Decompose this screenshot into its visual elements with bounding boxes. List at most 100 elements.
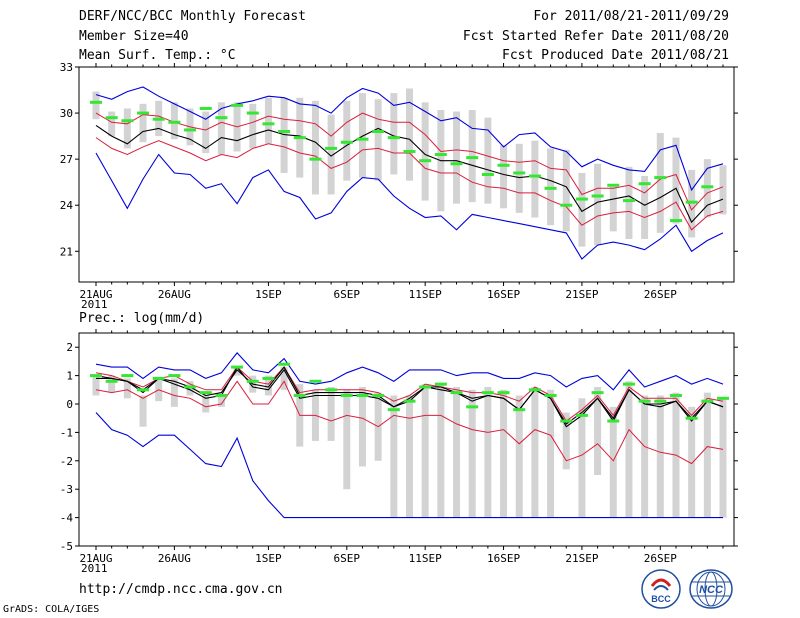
plot-area (90, 352, 729, 519)
median-marker (434, 153, 447, 157)
range-bar (390, 93, 398, 175)
median-marker (544, 186, 557, 190)
chart-title: DERF/NCC/BCC Monthly Forecast (79, 9, 306, 24)
x-tick-label: 16SEP (487, 552, 520, 565)
median-marker (340, 140, 353, 144)
median-marker (184, 128, 197, 132)
range-bar (688, 169, 696, 238)
x-tick-label: 1SEP (255, 288, 282, 301)
range-bar (547, 148, 555, 226)
x-tick-label: 21SEP (565, 288, 598, 301)
range-bar (625, 166, 633, 239)
median-marker (262, 122, 275, 126)
range-bar (562, 149, 570, 232)
median-marker (309, 157, 322, 161)
x-tick-label: 26AUG (158, 288, 191, 301)
range-bar (578, 172, 586, 247)
range-bar (656, 395, 664, 518)
y-tick-label: -5 (60, 540, 73, 553)
range-bar (108, 111, 116, 137)
range-bar (264, 375, 272, 396)
y-tick-label: 21 (60, 245, 73, 258)
x-tick-label: 21AUG (79, 552, 112, 565)
range-bar (672, 137, 680, 224)
range-bar (327, 114, 335, 195)
median-marker (90, 100, 102, 104)
median-marker (215, 116, 228, 120)
range-bar (468, 389, 476, 518)
median-marker (309, 379, 322, 383)
median-marker (121, 119, 134, 123)
median-marker (168, 374, 181, 378)
range-bar (421, 384, 429, 518)
x-tick-label: 16SEP (487, 288, 520, 301)
median-marker (215, 393, 228, 397)
median-marker (528, 388, 541, 392)
range-bar (531, 386, 539, 518)
range-bar (515, 143, 523, 213)
x-tick-label: 1SEP (255, 552, 282, 565)
x-year-label: 2011 (81, 562, 108, 575)
range-bar (547, 389, 555, 518)
bcc-logo-text: BCC (651, 594, 671, 604)
x-tick-label: 26SEP (644, 552, 677, 565)
median-marker (481, 391, 494, 395)
median-marker (685, 200, 698, 204)
range-bar (390, 395, 398, 518)
series-line-max (95, 86, 724, 192)
x-tick-label: 26SEP (644, 288, 677, 301)
x-tick-label: 21AUG (79, 288, 112, 301)
range-bar (92, 91, 100, 120)
median-marker (168, 120, 181, 124)
median-marker (356, 137, 369, 141)
median-marker (560, 419, 573, 423)
x-tick-label: 6SEP (334, 552, 361, 565)
range-bar (531, 140, 539, 218)
chart-panel-2: -5 -4 -3 -2 -1 0 1 2 21AUG 26AUG 1SEP 6SEP 11SEP 16SE… (60, 311, 738, 575)
series-line-p75 (95, 112, 724, 211)
median-marker (513, 171, 526, 175)
range-bar (92, 375, 100, 396)
y-tick-label: 24 (60, 199, 74, 212)
range-bar (233, 367, 241, 376)
range-bar (327, 386, 335, 441)
median-marker (591, 194, 604, 198)
median-marker (90, 374, 102, 378)
y-tick-label: 0 (66, 398, 73, 411)
median-marker (544, 393, 557, 397)
variable-label: Mean Surf. Temp.: °C (79, 48, 236, 63)
range-bar (656, 133, 664, 233)
range-bar (500, 389, 508, 518)
median-marker (434, 382, 447, 386)
median-marker (560, 203, 573, 207)
median-marker (137, 388, 150, 392)
range-bar (609, 186, 617, 232)
source-url[interactable]: http://cmdp.ncc.cma.gov.cn (79, 582, 283, 597)
range-bar (108, 375, 116, 393)
median-marker (231, 365, 244, 369)
range-bar (170, 102, 178, 140)
median-marker (340, 393, 353, 397)
ncc-logo-text: NCC (699, 584, 724, 596)
x-year-label: 2011 (81, 298, 108, 311)
median-marker (607, 183, 620, 187)
median-marker (105, 379, 118, 383)
y-tick-label: -2 (60, 455, 73, 468)
range-bar (468, 110, 476, 203)
range-bar (311, 100, 319, 195)
range-bar (343, 100, 351, 181)
median-marker (372, 393, 385, 397)
range-bar (123, 108, 131, 149)
range-bar (484, 117, 492, 204)
median-marker (466, 405, 479, 409)
median-marker (685, 416, 698, 420)
range-bar (123, 378, 131, 399)
median-marker (231, 103, 244, 107)
median-marker (419, 159, 432, 163)
median-marker (278, 362, 291, 366)
range-bar (719, 398, 727, 518)
median-marker (654, 399, 667, 403)
median-marker (669, 393, 682, 397)
range-bar (594, 386, 602, 475)
median-marker (669, 219, 682, 223)
